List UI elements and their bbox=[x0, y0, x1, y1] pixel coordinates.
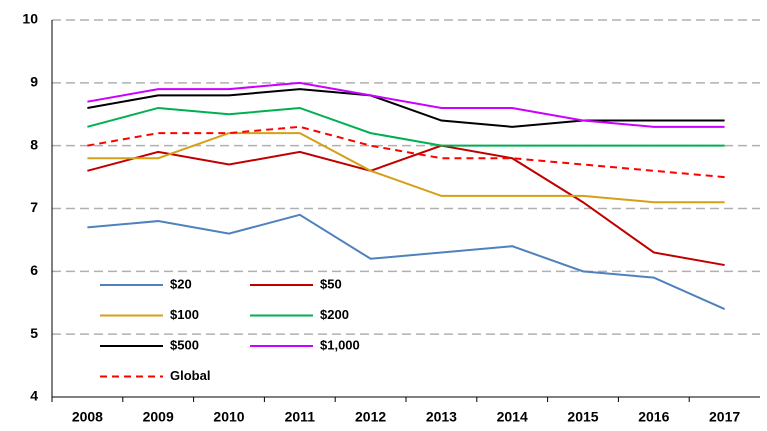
x-tick-label: 2011 bbox=[285, 409, 316, 425]
series-line bbox=[87, 144, 725, 267]
y-tick-label: 9 bbox=[30, 74, 38, 90]
legend-label: $100 bbox=[170, 307, 199, 322]
x-tick-label: 2013 bbox=[426, 409, 457, 425]
legend: $20 $50 $100 $200 $500 $1,000 Global bbox=[100, 276, 360, 383]
x-tick-label: 2008 bbox=[72, 409, 103, 425]
legend-label: $50 bbox=[320, 276, 342, 291]
series-line bbox=[87, 125, 725, 179]
legend-label: $500 bbox=[170, 337, 199, 352]
series-line bbox=[87, 213, 726, 310]
y-tick-label: 7 bbox=[30, 199, 38, 215]
series-line bbox=[87, 88, 725, 128]
x-tick-label: 2015 bbox=[567, 409, 598, 425]
y-tick-label: 8 bbox=[30, 136, 38, 152]
y-tick-label: 6 bbox=[30, 262, 38, 278]
legend-label: Global bbox=[170, 368, 210, 383]
legend-label: $20 bbox=[170, 276, 192, 291]
x-tick-label: 2012 bbox=[355, 409, 386, 425]
legend-label: $200 bbox=[320, 307, 349, 322]
series-line bbox=[87, 106, 725, 147]
x-tick-label: 2017 bbox=[709, 409, 740, 425]
legend-label: $1,000 bbox=[320, 337, 360, 352]
x-tick-label: 2016 bbox=[638, 409, 669, 425]
y-tick-label: 5 bbox=[30, 325, 38, 341]
x-tick-label: 2014 bbox=[497, 409, 528, 425]
x-tick-label: 2010 bbox=[213, 409, 244, 425]
y-tick-label: 10 bbox=[22, 11, 38, 27]
series-line bbox=[87, 81, 725, 128]
y-tick-label: 4 bbox=[30, 388, 38, 404]
series-line bbox=[87, 132, 725, 204]
x-tick-label: 2009 bbox=[143, 409, 174, 425]
